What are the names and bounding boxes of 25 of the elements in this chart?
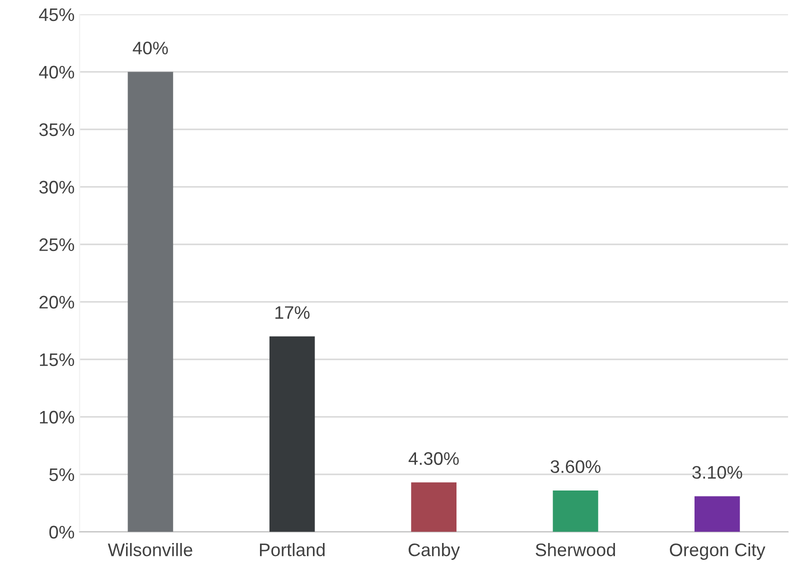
data-label: 3.10%	[692, 466, 742, 479]
bar	[552, 490, 598, 532]
y-tick-label: 35%	[39, 123, 74, 136]
x-tick-label: Canby	[408, 542, 460, 560]
x-tick-label: Wilsonville	[108, 542, 192, 556]
x-tick-label: Oregon City	[670, 542, 766, 560]
bar	[128, 72, 174, 532]
y-tick-label: 10%	[40, 410, 74, 424]
bar	[694, 496, 740, 532]
y-tick-label: 0%	[49, 526, 74, 539]
data-label: 3.60%	[550, 460, 600, 474]
y-tick-label: 25%	[40, 238, 74, 252]
data-label: 17%	[275, 306, 310, 319]
data-label: 4.30%	[408, 452, 459, 465]
x-tick-label: Sherwood	[536, 542, 615, 556]
y-tick-label: 40%	[39, 66, 74, 79]
x-tick-label: Portland	[260, 542, 325, 556]
y-tick-label: 15%	[40, 353, 74, 366]
bar	[411, 482, 456, 532]
y-tick-label: 30%	[39, 180, 74, 194]
bar	[269, 336, 315, 532]
y-tick-label: 5%	[49, 468, 74, 482]
y-tick-label: 20%	[40, 296, 74, 309]
y-tick-label: 45%	[39, 8, 74, 22]
data-label: 40%	[132, 42, 168, 54]
